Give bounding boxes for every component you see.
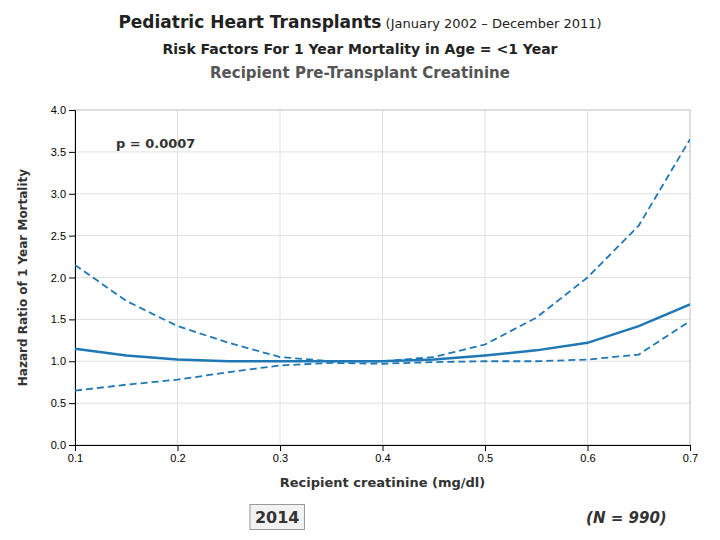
y-tick-mark <box>69 152 75 153</box>
chart: 0.1 0.2 0.3 0.4 0.5 0.6 0.7 0.0 0.5 1.0 1.5 2.0 2.5 3… <box>0 0 720 540</box>
x-axis-title: Recipient creatinine (mg/dl) <box>280 475 486 490</box>
series-line <box>75 304 690 361</box>
x-tick: 0.1 <box>68 445 83 464</box>
series-line <box>75 321 690 391</box>
x-tick: 0.7 <box>683 445 698 464</box>
x-axis: 0.1 0.2 0.3 0.4 0.5 0.6 0.7 <box>68 445 698 464</box>
y-grid-line <box>75 235 690 236</box>
y-tick-mark <box>69 194 75 195</box>
title-part: (January 2002 – December 2011) <box>381 16 601 31</box>
x-tick-mark <box>690 445 691 451</box>
grid <box>75 110 690 445</box>
x-tick-mark <box>588 445 589 451</box>
y-tick-mark <box>69 319 75 320</box>
year-label: 2014 <box>255 508 300 527</box>
y-tick-label: 2.5 <box>51 230 66 242</box>
annotation: p = 0.0007 <box>116 136 195 151</box>
subtitle: Risk Factors For 1 Year Mortality in Age… <box>163 41 558 57</box>
y-tick: 2.5 <box>51 230 75 242</box>
x-tick-label: 0.7 <box>683 452 698 464</box>
x-tick-label: 0.2 <box>170 452 185 464</box>
y-tick-mark <box>69 110 75 111</box>
x-tick-mark <box>383 445 384 451</box>
y-grid-line <box>75 319 690 320</box>
subtitle: Recipient Pre-Transplant Creatinine <box>210 64 510 82</box>
y-grid-line <box>75 151 690 152</box>
x-tick-mark <box>178 445 179 451</box>
y-axis-title: Hazard Ratio of 1 Year Mortality <box>16 169 30 387</box>
x-tick: 0.6 <box>580 445 595 464</box>
y-tick-label: 2.0 <box>51 272 66 284</box>
plot-frame <box>75 110 690 445</box>
y-grid-line <box>75 403 690 404</box>
y-tick: 0.0 <box>51 439 75 451</box>
lines <box>75 139 690 390</box>
series-line <box>75 139 690 361</box>
y-tick-label: 3.5 <box>51 146 66 158</box>
y-grid-line <box>75 277 690 278</box>
x-tick-label: 0.4 <box>375 452 390 464</box>
x-tick-label: 0.3 <box>273 452 288 464</box>
y-axis: 0.0 0.5 1.0 1.5 2.0 2.5 3.0 3.5 4.0 <box>51 104 76 451</box>
y-tick: 0.5 <box>51 397 75 409</box>
y-axis-line <box>69 111 76 446</box>
y-tick-mark <box>69 403 75 404</box>
x-tick-mark <box>485 445 486 451</box>
x-axis-line <box>76 446 691 452</box>
x-tick: 0.5 <box>478 445 493 464</box>
y-tick: 2.0 <box>51 272 75 284</box>
x-tick: 0.3 <box>273 445 288 464</box>
sample-size: (N = 990) <box>586 509 667 527</box>
y-tick-label: 0.5 <box>51 397 66 409</box>
year-box <box>250 505 305 530</box>
y-grid-line <box>75 193 690 194</box>
x-tick-label: 0.6 <box>580 452 595 464</box>
plot-area: 0.1 0.2 0.3 0.4 0.5 0.6 0.7 0.0 0.5 1.0 1.5 2.0 2.5 3… <box>51 104 698 464</box>
y-tick-label: 0.0 <box>51 439 66 451</box>
y-tick: 4.0 <box>51 104 75 116</box>
x-tick-label: 0.1 <box>68 452 83 464</box>
y-tick: 1.0 <box>51 355 75 367</box>
y-tick-label: 3.0 <box>51 188 66 200</box>
y-tick-label: 4.0 <box>51 104 66 116</box>
y-tick-mark <box>69 445 75 446</box>
y-tick-label: 1.5 <box>51 313 66 325</box>
y-tick: 3.0 <box>51 188 75 200</box>
title: Pediatric Heart Transplants (January 200… <box>118 12 601 32</box>
y-tick: 3.5 <box>51 146 75 158</box>
x-tick: 0.4 <box>375 445 390 464</box>
x-tick-label: 0.5 <box>478 452 493 464</box>
y-tick: 1.5 <box>51 313 75 325</box>
y-tick-mark <box>69 361 75 362</box>
y-tick-mark <box>69 236 75 237</box>
y-tick-label: 1.0 <box>51 355 66 367</box>
title-part: Pediatric Heart Transplants <box>118 12 381 32</box>
x-tick-mark <box>280 445 281 451</box>
y-tick-mark <box>69 278 75 279</box>
x-tick: 0.2 <box>170 445 185 464</box>
